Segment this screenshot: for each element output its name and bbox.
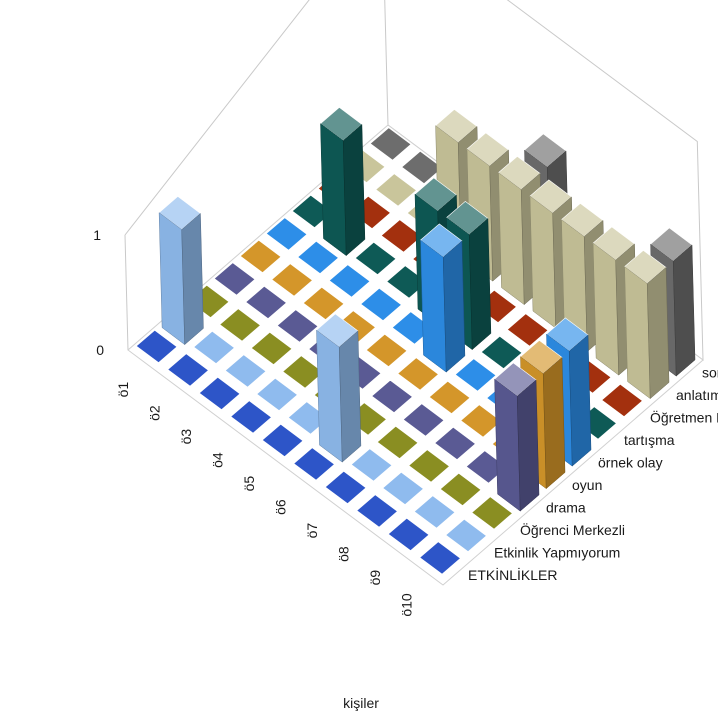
bar-ö5-4 <box>364 333 409 368</box>
bar-ö2-3 <box>244 285 288 320</box>
chart-labels: 0 1 ö1 ö2 ö3 ö4 ö5 ö6 ö7 ö8 ö9 ö10 ETKİNLİKLER Etkinl… <box>93 227 718 617</box>
bar-ö7-6 <box>479 335 524 370</box>
bar-ö3-3 <box>275 308 320 344</box>
bar-ö7-2 <box>375 425 420 460</box>
x-tick-label: ö5 <box>241 476 257 492</box>
x-tick-label: ö9 <box>367 570 383 586</box>
bar-ö6-0 <box>292 446 336 482</box>
bar-ö2-2 <box>218 307 262 343</box>
series-label: soru-cevap <box>702 364 718 380</box>
bar-ö3-5 <box>327 263 372 299</box>
bar-ö7-3 <box>401 402 446 438</box>
x-tick-label: ö1 <box>115 382 131 398</box>
bar-ö2-0 <box>166 352 210 388</box>
bar-ö2-6 <box>320 107 366 257</box>
bar-ö10-3 <box>494 362 540 512</box>
bar-ö2-5 <box>296 240 340 275</box>
bar-ö1-9 <box>368 126 413 162</box>
chart-bars <box>134 107 696 576</box>
bar-ö7-4 <box>427 380 472 415</box>
bar-ö10-7 <box>600 383 644 418</box>
series-label: tartışma <box>624 432 675 448</box>
bar-ö6-4 <box>396 356 440 392</box>
series-label: drama <box>546 499 586 515</box>
bar-ö6-5 <box>420 223 466 373</box>
bar-ö7-0 <box>323 470 368 505</box>
series-label: Etkinlik Yapmıyorum <box>494 544 620 560</box>
z-tick-label: 0 <box>96 342 104 358</box>
series-label: Öğretmen Merkezli <box>650 408 718 425</box>
series-label: anlatım <box>676 387 718 403</box>
bar-ö7-1 <box>349 447 394 483</box>
bar-ö7-7 <box>505 312 550 348</box>
series-label: örnek olay <box>598 454 663 470</box>
x-tick-label: ö4 <box>209 452 225 468</box>
z-tick-label: 1 <box>93 227 101 243</box>
bar-ö2-4 <box>270 262 314 298</box>
bar-ö8-2 <box>407 448 451 484</box>
bar-ö3-2 <box>249 331 294 366</box>
bar-ö4-0 <box>229 399 273 435</box>
bar-ö9-0 <box>386 517 431 552</box>
z-axis-line <box>124 234 129 351</box>
bar-ö1-4 <box>238 239 283 274</box>
bar-ö1-1 <box>158 196 204 346</box>
bar-ö8-3 <box>433 426 477 461</box>
x-tick-label: ö2 <box>146 405 162 421</box>
bar-ö3-0 <box>197 376 242 411</box>
bar-ö2-1 <box>192 330 236 365</box>
bar-ö10-8 <box>624 250 670 400</box>
x-tick-label: ö3 <box>178 429 194 445</box>
x-tick-label: ö7 <box>304 523 320 539</box>
series-label: ETKİNLİKLER <box>468 566 557 583</box>
series-label: oyun <box>572 477 602 493</box>
bar-ö1-5 <box>264 216 309 252</box>
bar-ö3-1 <box>223 353 268 389</box>
bar-ö10-0 <box>418 540 462 576</box>
bar-ö10-1 <box>444 518 488 553</box>
bar-ö3-4 <box>301 286 346 321</box>
bar-ö10-2 <box>470 495 514 531</box>
bar-ö1-3 <box>212 261 257 297</box>
bar-ö6-1 <box>316 313 362 463</box>
bar-ö9-1 <box>412 494 457 530</box>
bar-ö8-1 <box>381 471 425 506</box>
bar-ö3-6 <box>353 241 398 276</box>
bar-ö5-0 <box>260 423 305 458</box>
bar-ö7-5 <box>453 357 498 393</box>
x-tick-label: ö6 <box>272 499 288 515</box>
bar-ö2-8 <box>374 172 418 208</box>
x-tick-label: ö10 <box>398 593 414 617</box>
x-axis-title: kişiler <box>343 695 379 711</box>
bar-ö6-3 <box>370 379 414 414</box>
x-tick-label: ö8 <box>335 546 351 562</box>
bar-ö4-5 <box>359 287 403 322</box>
side-wall-edge <box>124 0 310 236</box>
bar-ö8-0 <box>355 493 399 529</box>
bar-ö9-2 <box>438 472 483 507</box>
bar-ö4-1 <box>255 377 299 412</box>
bar-ö1-0 <box>134 329 179 364</box>
series-label: Öğrenci Merkezli <box>520 521 625 538</box>
